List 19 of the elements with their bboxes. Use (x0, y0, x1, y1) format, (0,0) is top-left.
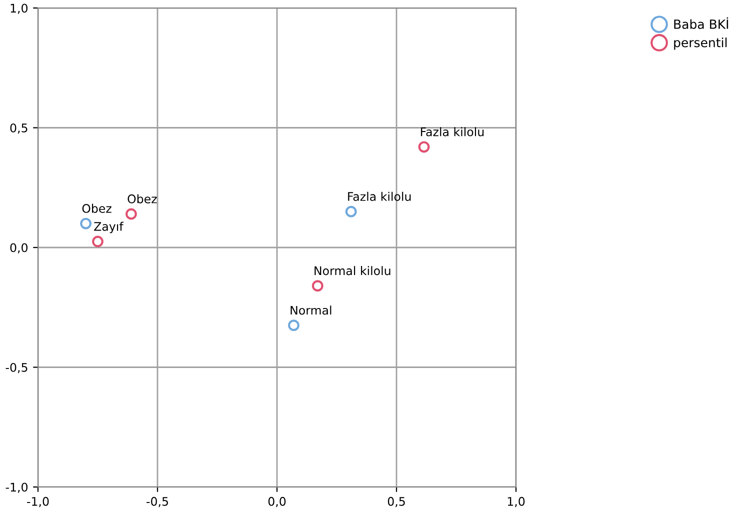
x-tick-label: -0,5 (146, 496, 168, 508)
x-tick-label: 0,0 (268, 496, 286, 508)
annotation: Zayıf (94, 222, 124, 234)
x-tick-label: -1,0 (27, 496, 49, 508)
annotation: Fazla kilolu (420, 127, 484, 136)
legend-label: Baba BKİ (674, 17, 728, 29)
y-tick-label: 0,5 (10, 123, 28, 134)
annotation: Normal kilolu (314, 266, 390, 276)
annotation: Obez (82, 204, 112, 213)
x-tick-label: 0,5 (388, 496, 405, 508)
legend-label: persentil (674, 38, 727, 50)
x-tick-label: 1,0 (508, 496, 525, 508)
y-tick-label: -0,5 (6, 362, 28, 374)
y-tick-label: 1,0 (10, 4, 28, 14)
y-tick-label: 0,0 (10, 243, 28, 254)
y-tick-label: -1,0 (6, 482, 28, 493)
annotation: Normal (290, 306, 332, 315)
annotation: Fazla kilolu (348, 192, 411, 201)
annotation: Obez (128, 194, 157, 204)
